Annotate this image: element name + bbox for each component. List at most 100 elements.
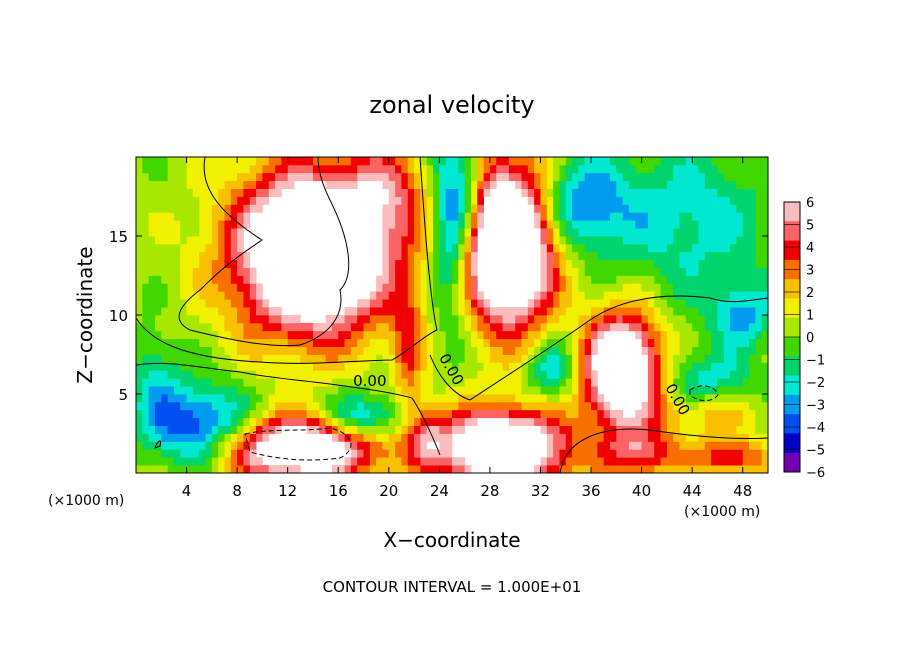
heat-cell	[685, 196, 693, 205]
heat-cell	[224, 243, 232, 253]
heat-cell	[704, 362, 712, 371]
heat-cell	[218, 457, 225, 466]
heat-cell	[692, 228, 699, 237]
heat-cell	[262, 322, 270, 332]
heat-cell	[692, 299, 699, 308]
heat-cell	[369, 362, 377, 371]
heat-cell	[237, 243, 244, 253]
heat-cell	[610, 267, 617, 276]
heat-cell	[281, 330, 289, 340]
heat-cell	[211, 196, 219, 205]
heat-cell	[622, 212, 630, 221]
heat-cell	[717, 449, 725, 458]
heat-cell	[641, 346, 649, 355]
heat-cell	[584, 457, 592, 466]
heat-cell	[426, 386, 434, 395]
heat-cell	[312, 172, 320, 182]
heat-cell	[458, 394, 466, 403]
heat-cell	[142, 307, 150, 316]
heat-cell	[761, 299, 769, 308]
heat-cell	[692, 338, 699, 347]
heat-cell	[654, 362, 661, 371]
heat-cell	[698, 299, 706, 308]
heat-cell	[508, 401, 516, 411]
heat-cell	[565, 188, 573, 197]
heat-cell	[641, 291, 649, 300]
heat-cell	[199, 354, 206, 363]
heat-cell	[622, 417, 630, 426]
heat-cell	[452, 322, 459, 332]
heat-cell	[502, 338, 510, 347]
heat-cell	[136, 338, 143, 347]
heat-cell	[711, 172, 718, 182]
heat-cell	[268, 346, 276, 355]
heat-cell	[275, 315, 282, 324]
heat-cell	[723, 243, 731, 253]
heat-cell	[445, 291, 453, 300]
heat-cell	[458, 362, 466, 371]
heat-cell	[749, 401, 756, 411]
heat-cell	[161, 164, 168, 174]
heat-cell	[439, 330, 447, 340]
heat-cell	[414, 433, 421, 442]
heat-cell	[660, 409, 668, 419]
heat-cell	[666, 394, 674, 403]
heat-cell	[578, 330, 586, 340]
heat-cell	[470, 378, 478, 387]
heat-cell	[597, 251, 605, 261]
heat-cell	[173, 228, 181, 237]
heat-cell	[597, 315, 605, 324]
heat-cell	[186, 299, 194, 308]
heat-cell	[654, 220, 661, 229]
heat-cell	[666, 204, 674, 213]
heat-cell	[452, 164, 459, 174]
heat-cell	[395, 188, 402, 197]
heat-cell	[458, 417, 466, 426]
heat-cell	[433, 236, 440, 245]
heat-cell	[464, 196, 472, 205]
heat-cell	[407, 275, 415, 284]
heat-cell	[136, 275, 143, 284]
heat-cell	[433, 204, 440, 213]
heat-cell	[591, 417, 598, 426]
heat-cell	[685, 362, 693, 371]
heat-cell	[173, 401, 181, 411]
heat-cell	[749, 425, 756, 434]
heat-cell	[458, 236, 466, 245]
heat-cell	[628, 157, 636, 166]
heat-cell	[717, 354, 725, 363]
heat-cell	[660, 441, 668, 450]
heat-cell	[578, 275, 586, 284]
heat-cell	[502, 157, 510, 166]
heat-cell	[230, 307, 238, 316]
heat-cell	[641, 409, 649, 419]
heat-cell	[433, 243, 440, 253]
heat-cell	[742, 322, 750, 332]
heat-cell	[698, 172, 706, 182]
heat-cell	[249, 164, 257, 174]
heat-cell	[338, 433, 345, 442]
heat-cell	[508, 322, 516, 332]
heat-cell	[363, 307, 371, 316]
heat-cell	[521, 338, 529, 347]
heat-cell	[470, 157, 478, 166]
heat-cell	[319, 425, 326, 434]
heat-cell	[464, 322, 472, 332]
heat-cell	[458, 283, 466, 292]
heat-cell	[521, 378, 529, 387]
heat-cell	[477, 299, 484, 308]
heat-cell	[357, 307, 364, 316]
heat-cell	[761, 164, 769, 174]
heat-cell	[730, 449, 737, 458]
heat-cell	[610, 236, 617, 245]
heat-cell	[660, 259, 668, 268]
heat-cell	[148, 401, 156, 411]
heat-cell	[433, 259, 440, 268]
heat-cell	[534, 196, 541, 205]
heat-cell	[704, 307, 712, 316]
heat-cell	[458, 164, 466, 174]
heat-cell	[452, 275, 459, 284]
heat-cell	[369, 315, 377, 324]
heat-cell	[382, 243, 390, 253]
heat-cell	[357, 330, 364, 340]
